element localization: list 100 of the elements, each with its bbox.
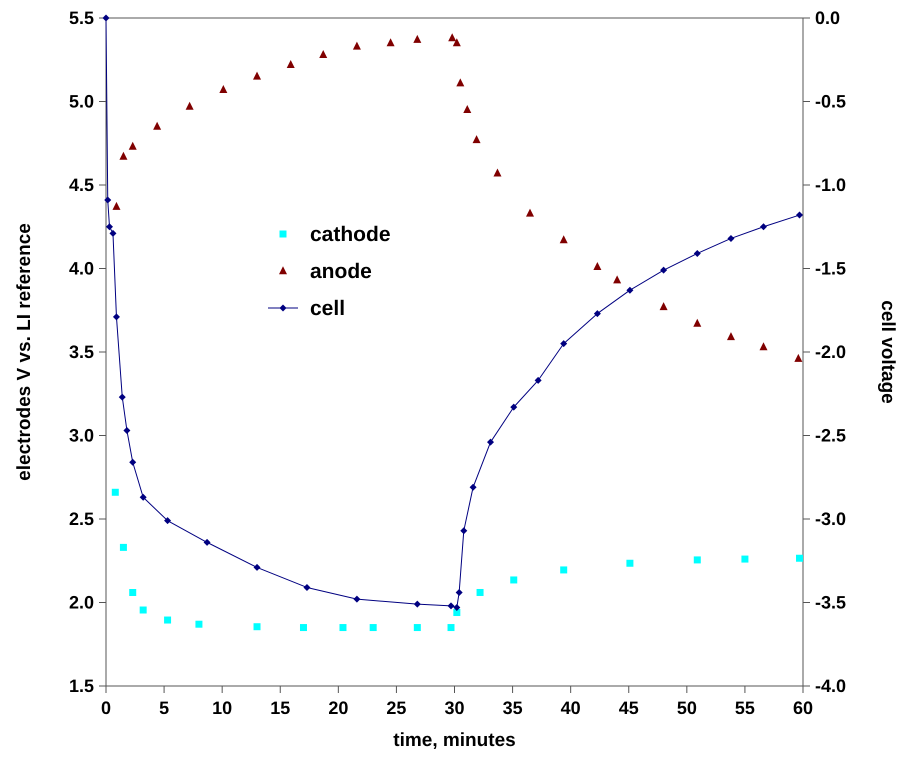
y2-tick-label: -0.5	[815, 92, 846, 112]
point	[796, 212, 804, 219]
y2-axis-title: cell voltage	[877, 300, 898, 404]
point	[487, 438, 494, 446]
point	[300, 624, 307, 632]
point	[594, 310, 601, 318]
y-tick-label: 2.0	[68, 592, 94, 612]
point	[448, 602, 455, 610]
y2-tick-label: -2.0	[815, 342, 846, 362]
x-tick-label: 55	[734, 698, 755, 718]
x-tick-label: 10	[212, 698, 232, 718]
point	[104, 196, 112, 204]
point	[493, 168, 502, 177]
y-tick-label: 4.0	[68, 258, 94, 278]
point	[386, 38, 395, 46]
y-tick-label: 5.0	[68, 92, 94, 112]
y-tick-label: 4.5	[68, 175, 94, 195]
x-tick-label: 35	[502, 698, 523, 718]
x-tick-label: 25	[386, 698, 406, 718]
y-tick-label: 3.5	[68, 342, 94, 362]
point	[760, 223, 768, 230]
y-axis-title: electrodes V vs. LI reference	[14, 223, 35, 481]
point	[526, 208, 534, 217]
point	[693, 318, 702, 327]
x-tick-label: 60	[792, 698, 814, 718]
point	[510, 404, 518, 411]
point	[339, 624, 346, 632]
x-tick-label: 45	[618, 698, 639, 718]
x-tick-label: 50	[676, 698, 697, 718]
y2-tick-label: -4.0	[815, 676, 846, 696]
point	[448, 624, 455, 632]
x-tick-label: 15	[270, 698, 290, 718]
point	[626, 286, 634, 294]
point	[476, 588, 484, 596]
point	[456, 78, 464, 86]
x-tick-label: 40	[560, 698, 581, 718]
y-tick-label: 1.5	[68, 676, 94, 696]
point	[120, 544, 127, 551]
point	[109, 230, 116, 237]
point	[370, 624, 377, 632]
y2-tick-label: -1.5	[815, 258, 846, 278]
y-tick-label: 5.5	[68, 8, 94, 28]
y2-tick-label: -3.5	[815, 592, 846, 612]
point	[195, 620, 202, 628]
legend-label: cathode	[310, 223, 391, 246]
point	[118, 394, 126, 401]
point	[102, 14, 110, 22]
point	[593, 262, 602, 270]
point	[219, 85, 228, 94]
point	[560, 566, 568, 574]
legend-label: anode	[310, 260, 372, 283]
x-tick-label: 5	[159, 698, 170, 718]
point	[129, 458, 136, 466]
point	[353, 596, 360, 603]
point	[448, 33, 456, 42]
y2-tick-label: -1.0	[815, 175, 846, 195]
point	[660, 266, 668, 274]
point	[140, 606, 147, 614]
point	[472, 135, 481, 144]
point	[456, 588, 463, 596]
point	[123, 426, 130, 434]
point	[413, 34, 422, 43]
point	[460, 527, 468, 534]
point	[453, 609, 460, 616]
point	[794, 354, 802, 362]
point	[129, 588, 136, 596]
x-tick-label: 30	[444, 698, 465, 718]
y2-tick-label: -3.0	[815, 509, 846, 529]
point	[470, 484, 477, 491]
point	[112, 488, 119, 496]
point	[164, 616, 172, 624]
point	[760, 342, 768, 350]
point	[164, 517, 172, 524]
point	[796, 554, 804, 562]
point	[726, 332, 735, 340]
point	[140, 494, 147, 501]
y2-tick-label: -2.5	[815, 426, 846, 446]
point	[352, 42, 361, 50]
point	[626, 560, 634, 567]
point	[254, 564, 261, 571]
point	[286, 60, 295, 68]
point	[660, 302, 668, 310]
point	[694, 556, 701, 564]
x-tick-label: 0	[100, 698, 112, 718]
point	[452, 38, 461, 46]
y-tick-label: 2.5	[68, 509, 94, 529]
point	[613, 275, 622, 284]
point	[204, 538, 211, 546]
point	[319, 50, 328, 58]
point	[128, 142, 137, 150]
point	[112, 313, 120, 320]
point	[694, 250, 701, 257]
point	[106, 223, 113, 230]
point	[112, 202, 120, 210]
point	[727, 234, 734, 242]
point	[560, 340, 568, 348]
legend-label: cell	[310, 297, 346, 320]
point	[253, 72, 262, 80]
point	[453, 604, 460, 612]
x-axis-title: time, minutes	[393, 730, 516, 751]
